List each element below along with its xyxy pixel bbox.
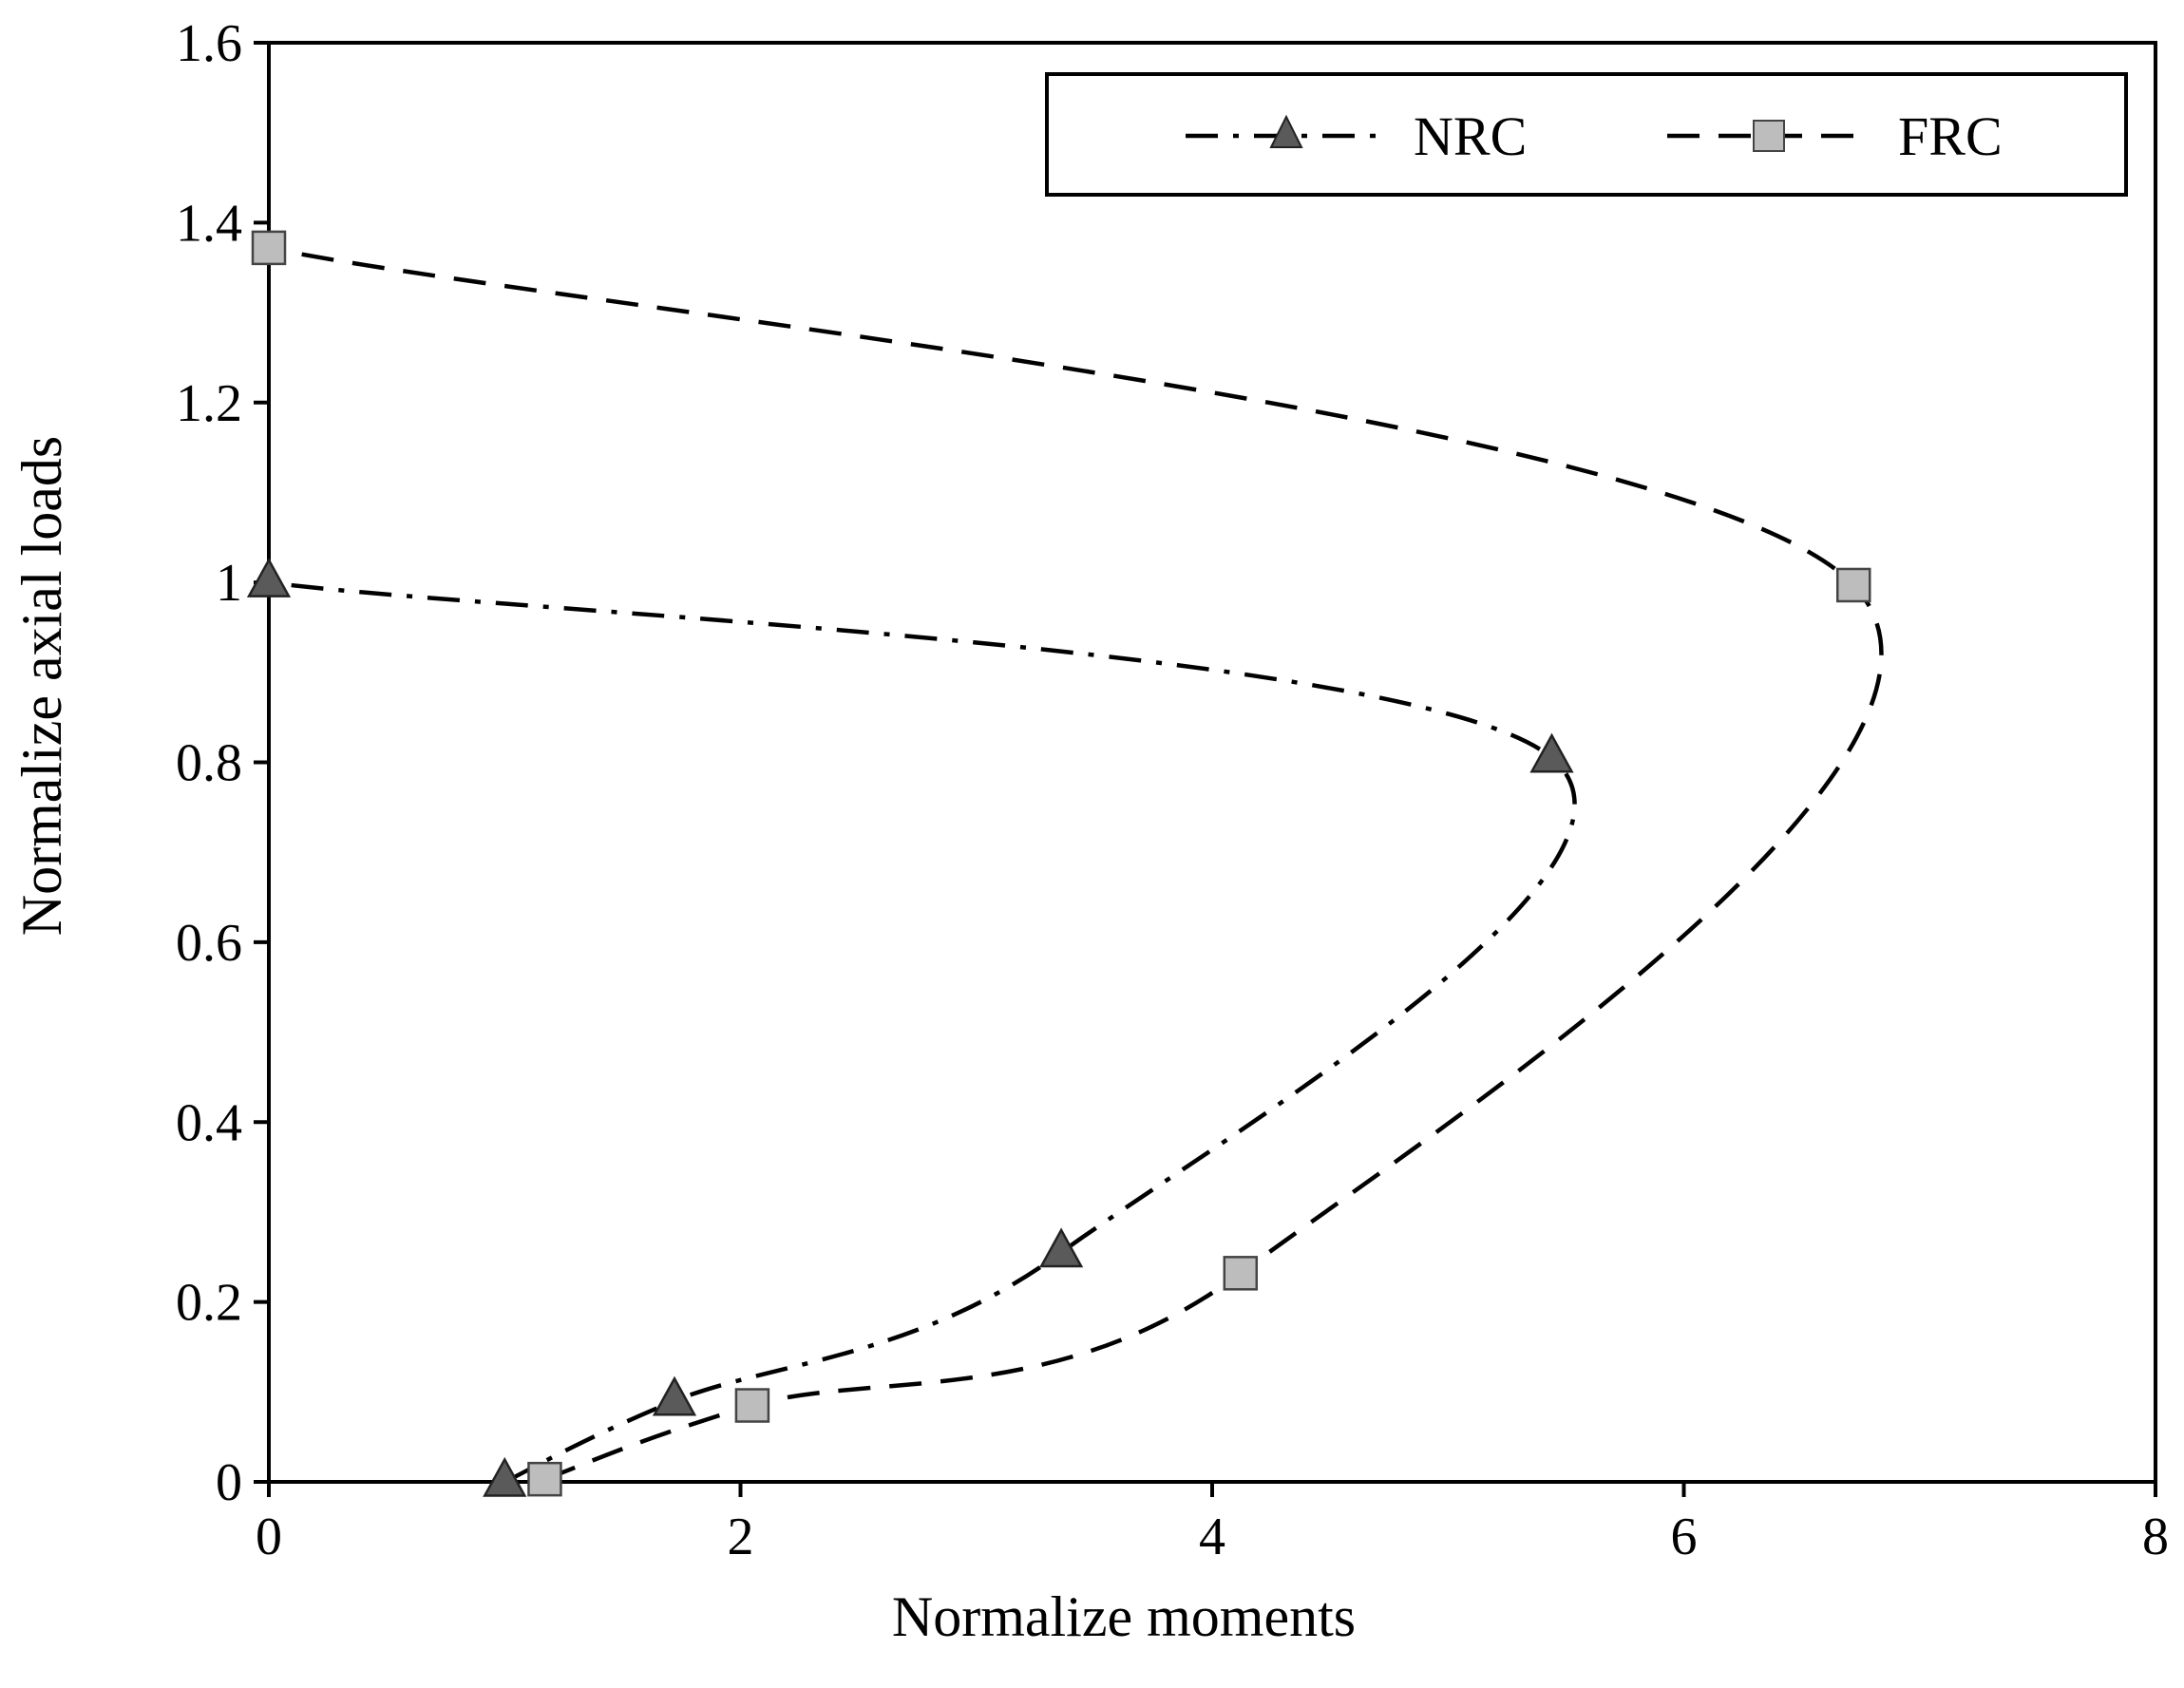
- data-point-frc: [1223, 1256, 1259, 1291]
- y-tick-label: 1.6: [176, 14, 242, 73]
- data-point-frc: [251, 230, 287, 266]
- data-point-nrc: [1039, 1227, 1084, 1268]
- legend-marker-frc: [1753, 120, 1785, 152]
- series-frc: [251, 230, 1884, 1497]
- legend-item-nrc: NRC: [1186, 105, 1527, 167]
- legend-marker-nrc: [1269, 114, 1303, 148]
- legend-item-frc: FRC: [1667, 105, 2003, 167]
- x-tick-label: 4: [1199, 1508, 1225, 1566]
- series-nrc: [246, 557, 1577, 1497]
- y-axis-title: Normalize axial loads: [10, 436, 73, 936]
- y-tick-label: 0.4: [176, 1093, 242, 1152]
- data-point-nrc: [246, 557, 292, 597]
- y-tick-label: 0.8: [176, 734, 242, 793]
- x-tick-label: 8: [2142, 1508, 2169, 1566]
- y-tick-label: 1: [216, 554, 242, 613]
- y-tick-label: 0: [216, 1453, 242, 1512]
- x-tick-label: 6: [1671, 1508, 1698, 1566]
- data-point-frc: [1835, 567, 1871, 603]
- legend-box: [1045, 72, 2128, 197]
- y-tick-label: 1.4: [176, 194, 242, 253]
- y-tick-label: 0.2: [176, 1274, 242, 1333]
- y-tick-label: 1.2: [176, 374, 242, 433]
- x-tick-label: 0: [256, 1508, 282, 1566]
- data-point-nrc: [1529, 732, 1574, 773]
- y-axis-ticks: 0 0.2 0.4 0.6 0.8 1 1.2 1.4 1.6: [176, 14, 269, 1512]
- x-axis-title: Normalize moments: [892, 1585, 1356, 1648]
- data-point-nrc: [652, 1375, 697, 1416]
- legend: NRC FRC: [1045, 72, 2128, 197]
- data-point-frc: [734, 1388, 770, 1423]
- legend-label-nrc: NRC: [1414, 105, 1527, 167]
- data-point-nrc: [483, 1456, 527, 1497]
- series-layer: [246, 230, 1884, 1497]
- y-tick-label: 0.6: [176, 914, 242, 973]
- x-axis-ticks: 0 2 4 6 8: [256, 1482, 2169, 1566]
- x-tick-label: 2: [728, 1508, 754, 1566]
- data-point-frc: [527, 1461, 562, 1497]
- legend-label-frc: FRC: [1898, 105, 2003, 167]
